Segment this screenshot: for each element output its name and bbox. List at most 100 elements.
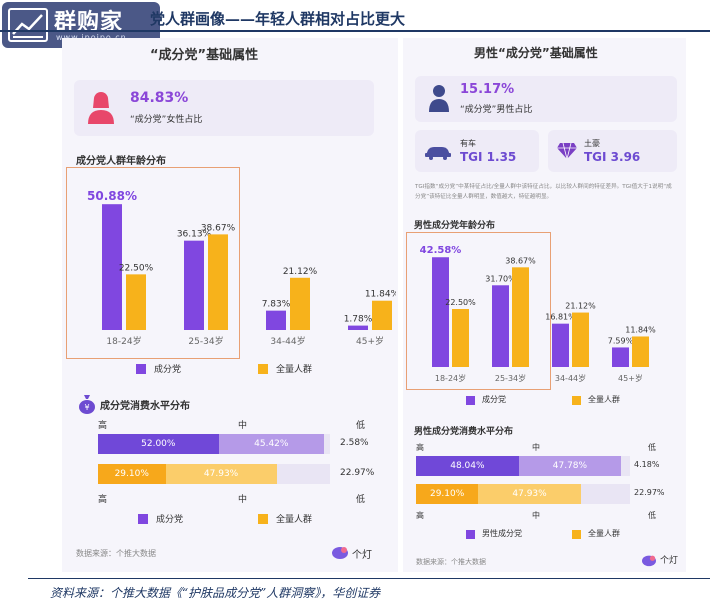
consumption-segment-2 xyxy=(276,464,330,484)
left-panel-title: “成分党”基础属性 xyxy=(150,48,259,63)
age-category-label-2: 34-44岁 xyxy=(270,335,305,347)
age-bar-b-2 xyxy=(290,277,310,330)
female-ratio-card xyxy=(74,80,374,136)
right-consumption-row-a: 48.04% 47.78% xyxy=(416,456,630,476)
age-bar-label-b-1: 38.67% xyxy=(201,223,236,233)
left-consumption-row-b: 29.10% 47.93% xyxy=(98,464,330,484)
consumption-segment-1: 45.42% xyxy=(218,434,324,454)
right-brand-text: 个灯 xyxy=(660,556,679,566)
left-cons-a-low-value: 2.58% xyxy=(340,438,369,448)
consumption-segment-0: 29.10% xyxy=(416,484,479,504)
male-ratio-card xyxy=(415,76,677,122)
left-highlight-box xyxy=(66,167,240,359)
car-tgi-value: TGI 1.35 xyxy=(460,150,517,164)
female-ratio-value: 84.83% xyxy=(130,90,189,106)
age-bar-label-b-0: 22.50% xyxy=(445,298,476,307)
age-bar-label-b-2: 21.12% xyxy=(565,302,596,311)
right-cons-level-mid-bottom: 中 xyxy=(532,511,540,520)
age-bar-label-b-2: 21.12% xyxy=(283,267,318,277)
tgi-note: TGI指数“成分党”中某特征占比/全量人群中该特征占比，以比较人群间的特征差异。… xyxy=(415,184,672,200)
left-brand-logo-icon xyxy=(330,544,350,564)
age-bar-label-b-1: 38.67% xyxy=(505,256,536,265)
consumption-segment-0: 48.04% xyxy=(416,456,519,476)
right-cons-level-high-bottom: 高 xyxy=(416,511,424,520)
right-legend-b-label: 全量人群 xyxy=(588,395,620,404)
age-bar-a-1 xyxy=(492,285,509,367)
left-consumption-title: 成分党消费水平分布 xyxy=(100,401,190,412)
age-bar-label-a-2: 16.81% xyxy=(545,313,576,322)
age-bar-a-2 xyxy=(266,310,286,330)
consumption-segment-1: 47.93% xyxy=(165,464,277,484)
left-cons-level-high: 高 xyxy=(98,421,108,431)
age-bar-label-a-1: 31.70% xyxy=(485,274,516,283)
age-bar-b-3 xyxy=(632,336,649,367)
age-bar-a-0 xyxy=(102,204,122,330)
right-legend-a-swatch xyxy=(466,396,475,405)
footer-source: 资料来源：个推大数据《“护肤品成分党”人群洞察》，华创证券 xyxy=(50,586,381,600)
left-age-title: 成分党人群年龄分布 xyxy=(76,156,166,167)
age-bar-label-b-0: 22.50% xyxy=(119,263,154,273)
age-bar-label-a-2: 7.83% xyxy=(262,300,291,310)
left-consumption-row-a: 52.00% 45.42% xyxy=(98,434,330,454)
male-ratio-value: 15.17% xyxy=(460,82,515,97)
left-legend-b-swatch xyxy=(258,364,268,374)
age-bar-b-0 xyxy=(452,309,469,367)
left-brand-text: 个灯 xyxy=(352,550,372,561)
right-cons-level-low-bottom: 低 xyxy=(648,511,656,520)
left-age-chart: 50.88% 22.50% 18-24岁 36.13%38.67% 25-34岁 7.83… xyxy=(87,189,396,347)
car-icon xyxy=(424,144,452,164)
right-consumption-row-b: 29.10% 47.93% xyxy=(416,484,630,504)
right-cons-level-mid: 中 xyxy=(532,443,540,452)
consumption-segment-2 xyxy=(580,484,630,504)
right-cons-legend-b-swatch xyxy=(572,530,581,539)
car-label: 有车 xyxy=(460,139,476,148)
rich-tgi-value: TGI 3.96 xyxy=(584,150,641,164)
left-cons-level-high-bottom: 高 xyxy=(98,495,108,505)
age-bar-b-3 xyxy=(372,300,392,330)
left-cons-level-mid: 中 xyxy=(238,421,248,431)
diamond-icon xyxy=(556,142,578,164)
age-bar-label-a-3: 7.59% xyxy=(608,336,634,345)
right-legend-a-label: 成分党 xyxy=(482,395,506,404)
page-title: 党人群画像——年轻人群相对占比更大 xyxy=(150,10,406,28)
right-age-title: 男性成分党年龄分布 xyxy=(414,221,496,231)
age-category-label-3: 45+岁 xyxy=(356,335,384,347)
money-bag-icon: ¥ xyxy=(78,394,96,418)
right-consumption-title: 男性成分党消费水平分布 xyxy=(414,427,514,437)
left-cons-legend-b-label: 全量人群 xyxy=(276,515,313,525)
header-divider xyxy=(0,30,710,32)
consumption-segment-2 xyxy=(621,456,630,476)
left-legend-a-label: 成分党 xyxy=(154,365,182,375)
left-cons-level-low: 低 xyxy=(356,421,366,431)
age-bar-a-3 xyxy=(348,325,368,330)
left-legend-b-label: 全量人群 xyxy=(276,365,313,375)
right-cons-legend-b-label: 全量人群 xyxy=(588,529,620,538)
right-legend-b-swatch xyxy=(572,396,581,405)
female-ratio-label: “成分党”女性占比 xyxy=(130,115,203,125)
rich-label: 土豪 xyxy=(584,139,600,148)
logo-subtext: www.ipoipo.cn xyxy=(56,33,127,42)
left-cons-b-low-value: 22.97% xyxy=(340,468,375,478)
age-category-label-0: 18-24岁 xyxy=(435,373,466,383)
left-cons-level-low-bottom: 低 xyxy=(356,495,366,505)
age-bar-a-1 xyxy=(184,240,204,330)
consumption-segment-2 xyxy=(323,434,330,454)
male-ratio-label: “成分党”男性占比 xyxy=(460,105,533,115)
age-category-label-0: 18-24岁 xyxy=(106,335,141,347)
chart-logo-icon xyxy=(8,8,48,42)
right-data-source: 数据来源：个推大数据 xyxy=(416,558,486,566)
age-bar-a-2 xyxy=(552,323,569,367)
female-user-icon xyxy=(86,90,116,128)
left-cons-legend-a-swatch xyxy=(138,514,148,524)
right-highlight-box xyxy=(406,232,551,390)
age-bar-label-a-0: 42.58% xyxy=(420,245,462,256)
age-bar-b-1 xyxy=(208,234,228,330)
left-cons-level-mid-bottom: 中 xyxy=(238,495,248,505)
consumption-segment-0: 52.00% xyxy=(98,434,219,454)
age-bar-b-1 xyxy=(512,267,529,367)
right-cons-legend-a-label: 男性成分党 xyxy=(482,529,522,538)
left-legend-a-swatch xyxy=(136,364,146,374)
right-cons-level-high: 高 xyxy=(416,443,424,452)
age-category-label-2: 34-44岁 xyxy=(555,373,586,383)
age-bar-label-b-3: 11.84% xyxy=(365,290,396,300)
